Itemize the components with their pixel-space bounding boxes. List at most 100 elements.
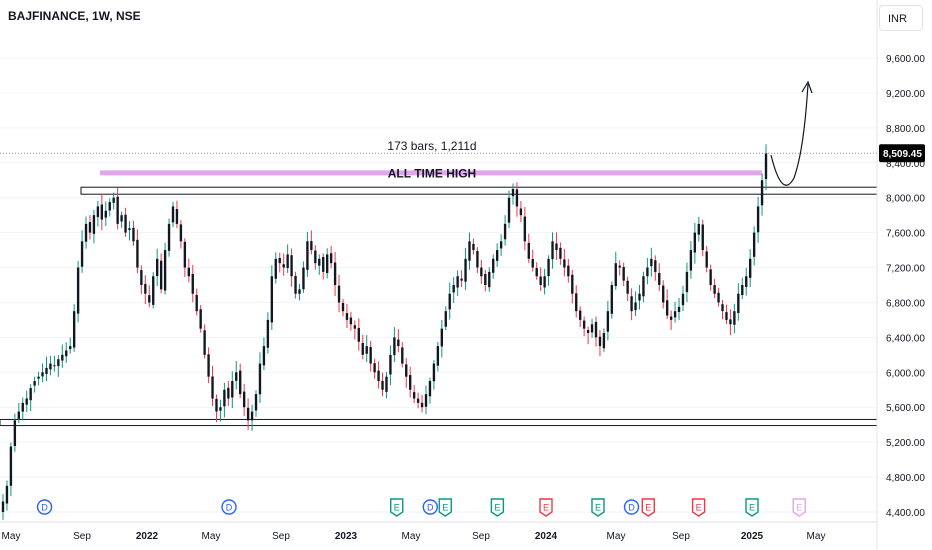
candle-body	[306, 241, 309, 270]
candle-body	[531, 259, 534, 268]
dividend-marker	[36, 499, 53, 515]
candle-body	[535, 268, 538, 277]
event-letter: D	[628, 503, 635, 513]
event-letter: E	[494, 503, 500, 513]
time-tick-label: May	[402, 531, 421, 542]
candle-body	[199, 309, 202, 329]
candle-body	[365, 346, 368, 354]
candle-body	[484, 273, 487, 285]
currency-button[interactable]: INR	[879, 5, 923, 31]
event-letter: E	[696, 503, 702, 513]
candle-body	[179, 224, 183, 242]
ath-band	[100, 170, 762, 176]
dividend-marker	[422, 499, 438, 515]
candle-body	[242, 391, 246, 408]
candle-body	[357, 328, 360, 342]
candle-body	[752, 232, 756, 257]
candle-body	[377, 370, 380, 382]
symbol-title: BAJFINANCE, 1W, NSE	[8, 9, 141, 23]
candle-body	[721, 304, 724, 312]
time-axis[interactable]: May Sep 2022 May Sep 2023 May Sep 2024 May Sep 2025…	[0, 521, 877, 542]
candle-body	[515, 189, 519, 207]
candle-body	[112, 197, 115, 203]
candle-body	[586, 330, 590, 334]
candle-body	[424, 394, 428, 407]
candle-body	[705, 251, 708, 268]
earnings-marker	[641, 498, 655, 517]
candle-body	[756, 206, 760, 233]
time-tick-label: May	[2, 531, 21, 542]
earnings-marker	[390, 498, 404, 517]
candle-body	[373, 363, 376, 373]
candle-body	[254, 394, 258, 411]
candle-body	[551, 241, 554, 260]
earnings-icon: E	[745, 498, 759, 517]
candle-body	[464, 258, 467, 282]
candle-body	[630, 296, 633, 312]
candle-body	[594, 321, 598, 338]
candle-body	[250, 411, 254, 421]
candle-body	[499, 241, 503, 249]
dividend-icon: D	[422, 499, 438, 515]
candle-body	[203, 330, 206, 355]
measure-label: 173 bars, 1,211d	[387, 139, 476, 153]
candle-body	[219, 407, 222, 411]
candle-body	[5, 485, 9, 504]
candle-body	[84, 223, 88, 242]
earnings-icon: E	[691, 498, 706, 517]
candle-body	[167, 223, 171, 251]
candle-body	[440, 328, 444, 347]
candle-body	[614, 263, 617, 287]
candle-body	[345, 313, 349, 320]
candle-body	[642, 276, 645, 297]
candle-body	[436, 346, 440, 366]
time-tick-label: Sep	[272, 531, 290, 542]
candle-body	[503, 223, 507, 240]
candle-body	[155, 258, 159, 277]
event-letter: E	[749, 503, 755, 513]
dividend-marker	[221, 499, 237, 515]
candle-body	[452, 285, 455, 293]
candle-body	[207, 354, 210, 377]
candle-body	[282, 264, 285, 268]
candle-body	[618, 265, 621, 268]
candle-body	[349, 317, 353, 325]
candle-body	[658, 272, 661, 285]
candle-body	[144, 283, 147, 294]
support-zone	[0, 418, 878, 427]
candle-body	[567, 265, 570, 277]
earnings-marker	[438, 498, 452, 517]
candle-body	[128, 228, 131, 231]
candle-body	[124, 214, 127, 233]
candle-body	[37, 376, 40, 379]
candle-body	[511, 188, 515, 197]
candle-body	[432, 363, 436, 382]
candle-body	[61, 354, 64, 361]
candle-body	[132, 227, 135, 242]
candles	[1, 144, 768, 520]
candle-body	[571, 274, 574, 294]
price-tick-label: 8,000.00	[886, 194, 925, 205]
event-letter: E	[442, 503, 448, 513]
earnings-icon: E	[641, 498, 655, 517]
candle-body	[507, 197, 511, 223]
time-tick-label: 2025	[741, 531, 764, 542]
candle-body	[246, 407, 250, 421]
price-tick-label: 9,200.00	[886, 89, 925, 100]
candle-body	[495, 250, 499, 261]
candle-body	[274, 258, 277, 279]
candle-body	[104, 210, 107, 218]
candle-body	[76, 267, 80, 314]
candle-body	[685, 271, 689, 293]
candle-body	[171, 206, 175, 223]
candle-body	[235, 372, 238, 381]
event-letter: D	[226, 503, 233, 513]
candle-body	[650, 258, 653, 267]
time-tick-label: 2023	[335, 531, 358, 542]
candle-body	[49, 363, 52, 370]
candle-body	[389, 354, 392, 375]
candle-body	[231, 381, 234, 398]
candle-body	[270, 276, 274, 323]
